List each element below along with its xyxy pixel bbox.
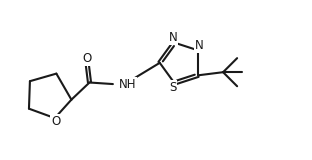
Text: O: O: [82, 52, 92, 65]
Text: S: S: [169, 81, 177, 94]
Text: O: O: [51, 115, 60, 128]
Text: N: N: [168, 32, 177, 44]
Text: NH: NH: [119, 78, 136, 91]
Text: N: N: [195, 39, 204, 52]
